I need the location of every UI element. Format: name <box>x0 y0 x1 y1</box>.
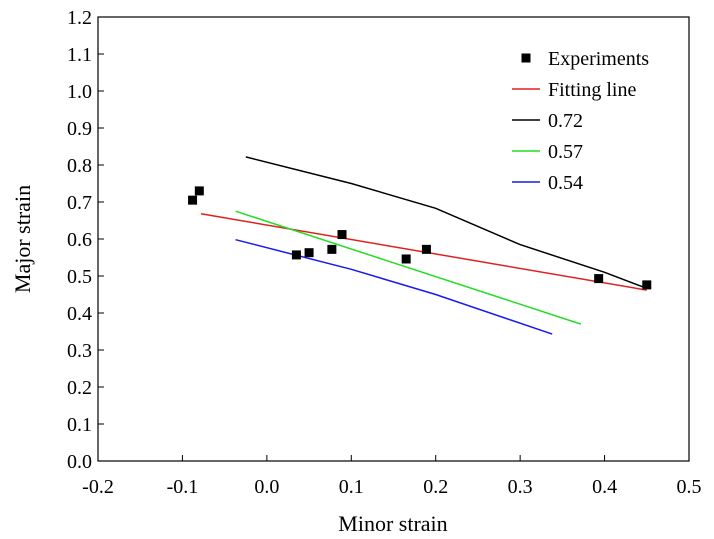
series-line-4 <box>235 238 553 335</box>
y-tick-label: 0.5 <box>67 266 92 288</box>
y-axis-label: Major strain <box>10 185 35 293</box>
legend-label: Experiments <box>548 48 649 70</box>
experiment-point <box>304 248 314 258</box>
y-tick-label: 0.3 <box>67 340 92 362</box>
experiment-point <box>642 280 652 290</box>
y-axis-ticks: 0.0 0.1 0.2 0.3 0.4 0.5 0.6 0.7 0.8 0.9 1.0 1.1 1.2 <box>67 7 104 473</box>
legend-label: 0.57 <box>548 141 583 163</box>
experiment-point <box>291 250 301 260</box>
legend-label: Fitting line <box>548 79 636 101</box>
legend: Experiments Fitting line 0.72 0.57 0.54 <box>512 48 649 194</box>
x-axis-label: Minor strain <box>338 511 447 536</box>
x-tick-label: 0.3 <box>508 476 533 498</box>
x-tick-label: 0.4 <box>592 476 617 498</box>
experiment-points <box>188 186 652 290</box>
y-tick-label: 0.0 <box>67 451 92 473</box>
legend-swatch-point <box>521 53 531 63</box>
y-tick-label: 1.2 <box>67 7 92 29</box>
y-tick-label: 1.1 <box>67 44 92 66</box>
x-tick-label: 0.1 <box>339 476 364 498</box>
y-tick-label: 0.8 <box>67 155 92 177</box>
x-tick-label: -0.2 <box>82 476 114 498</box>
x-tick-label: 0.0 <box>254 476 279 498</box>
x-axis-ticks: -0.2 -0.1 0.0 0.1 0.2 0.3 0.4 0.5 <box>82 455 702 498</box>
x-tick-label: -0.1 <box>167 476 199 498</box>
y-tick-label: 0.4 <box>67 303 92 325</box>
x-tick-label: 0.5 <box>677 476 702 498</box>
series-line-2 <box>245 156 644 288</box>
series-line-3 <box>235 210 582 325</box>
legend-label: 0.72 <box>548 110 583 132</box>
y-tick-label: 0.6 <box>67 229 92 251</box>
experiment-point <box>337 230 347 240</box>
experiment-point <box>594 274 604 284</box>
legend-label: 0.54 <box>548 172 583 194</box>
experiment-point <box>327 244 337 254</box>
x-tick-label: 0.2 <box>423 476 448 498</box>
y-tick-label: 0.1 <box>67 414 92 436</box>
y-tick-label: 0.9 <box>67 118 92 140</box>
experiment-point <box>194 186 204 196</box>
experiment-point <box>188 195 198 205</box>
y-tick-label: 0.2 <box>67 377 92 399</box>
y-tick-label: 1.0 <box>67 81 92 103</box>
experiment-point <box>401 254 411 264</box>
y-tick-label: 0.7 <box>67 192 92 214</box>
experiment-point <box>421 244 431 254</box>
